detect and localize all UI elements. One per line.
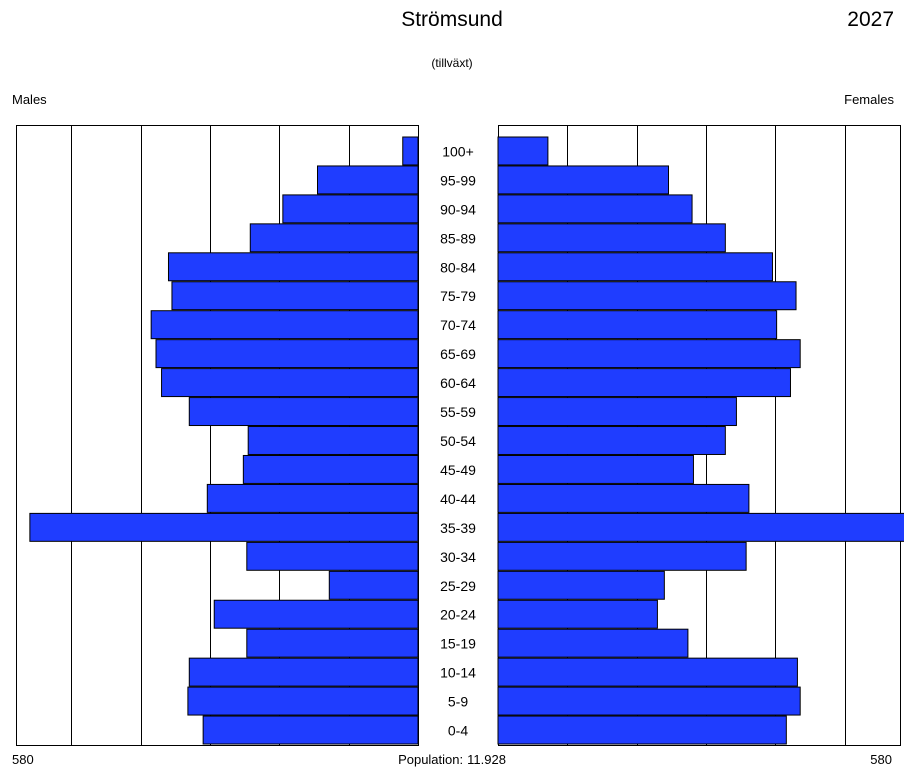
male-bar [29,512,419,542]
left-axis-max-label: 580 [12,752,34,767]
age-group-label: 85-89 [440,230,476,246]
male-bar [150,310,419,340]
female-bar [497,136,549,166]
male-bar [249,223,419,253]
male-bar [206,483,419,513]
age-group-label: 55-59 [440,404,476,420]
age-group-label: 25-29 [440,578,476,594]
female-bar [497,628,689,658]
male-bar [202,715,419,745]
females-label: Females [844,92,894,107]
males-panel-frame [16,125,419,746]
age-group-label: 90-94 [440,201,476,217]
male-bar [282,194,419,224]
age-group-label: 65-69 [440,346,476,362]
female-bar [497,397,737,427]
population-total: Population: 11.928 [0,752,904,767]
age-group-label: 20-24 [440,607,476,623]
age-group-label: 100+ [442,143,474,159]
chart-year: 2027 [847,8,894,31]
male-bar [247,426,419,455]
age-group-label: 5-9 [448,694,468,710]
age-group-label: 15-19 [440,636,476,652]
males-label: Males [12,92,47,107]
male-bar [188,657,419,687]
age-group-label: 75-79 [440,288,476,304]
female-bar [497,310,778,340]
female-bar [497,657,798,687]
population-value: 11.928 [467,752,506,767]
chart-title: Strömsund [401,8,503,31]
female-bar [497,483,750,513]
male-bar [171,281,419,311]
female-bar [497,686,801,716]
right-axis-max-label: 580 [870,752,892,767]
male-bar [246,541,419,571]
population-label: Population: [398,752,464,767]
male-bar [246,628,419,658]
age-group-label: 45-49 [440,462,476,478]
male-bar [213,599,419,629]
male-bar [317,165,419,195]
male-bar [167,252,419,282]
female-bar [497,599,658,629]
female-bar [497,368,791,398]
male-bar [242,454,419,484]
male-bar [188,397,419,427]
female-bar [497,541,747,571]
age-group-label: 60-64 [440,375,476,391]
age-group-label: 50-54 [440,433,476,449]
age-group-label: 10-14 [440,665,476,681]
male-bar [328,570,419,600]
age-group-label: 30-34 [440,549,476,565]
female-bar [497,223,726,253]
male-bar [161,368,419,398]
male-bar [187,686,419,716]
male-bar [155,339,419,369]
female-bar [497,512,904,542]
age-group-label: 0-4 [448,723,468,739]
male-bar [402,136,419,166]
female-bar [497,339,801,369]
chart-subtitle: (tillväxt) [431,56,473,70]
female-bar [497,570,665,600]
female-bar [497,715,787,745]
age-group-label: 40-44 [440,491,476,507]
age-group-label: 95-99 [440,172,476,188]
female-bar [497,165,670,195]
female-bar [497,426,726,455]
female-bar [497,454,694,484]
age-group-label: 80-84 [440,259,476,275]
age-group-label: 35-39 [440,520,476,536]
age-group-label: 70-74 [440,317,476,333]
female-bar [497,252,773,282]
female-bar [497,281,797,311]
female-bar [497,194,693,224]
